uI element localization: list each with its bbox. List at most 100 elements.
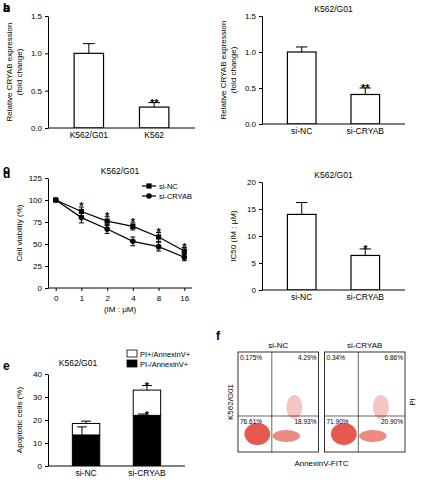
tick-label: 30	[33, 393, 42, 402]
y-axis: 05101520	[247, 178, 262, 295]
bar	[139, 107, 168, 128]
x-axis: 0124816	[48, 288, 192, 303]
legend-label: si-CRYAB	[159, 192, 192, 201]
chart-title: K562/G01	[59, 358, 98, 368]
tick-label: 0	[38, 462, 43, 471]
chart-e: 010203040si-NCsi-CRYABApoptotic cells (%…	[3, 350, 191, 479]
bar-segment	[72, 435, 99, 466]
tick: si-NC	[291, 124, 312, 136]
tick-mark	[184, 288, 185, 291]
annotation: *	[182, 241, 187, 253]
y-axis-title: Cell viability (%)	[15, 204, 24, 261]
event-cloud	[286, 395, 302, 419]
tick-mark	[259, 52, 262, 53]
tick-label: K562	[144, 130, 164, 140]
chart-title: K562/G01	[314, 4, 353, 14]
bar	[287, 52, 316, 124]
tick-label: K562/G01	[70, 130, 109, 140]
tick-label: 20	[247, 178, 256, 187]
y-axis: 0.00.51.01.5	[31, 12, 49, 133]
error-cap	[130, 229, 135, 230]
marker	[79, 215, 85, 221]
tick: 25	[33, 262, 48, 271]
tick-mark	[107, 288, 108, 291]
quadrant-percent: 4.29%	[298, 354, 317, 361]
event-cloud	[244, 423, 270, 445]
error-cap	[182, 253, 187, 254]
axis-line	[48, 288, 192, 289]
quadrant-percent: 76.61%	[240, 418, 262, 425]
error-bar	[79, 212, 84, 223]
y-axis-title: PI	[408, 398, 417, 406]
tick-label: 10	[247, 232, 256, 241]
annotation: *	[105, 210, 110, 222]
tick: 0	[252, 286, 262, 295]
chart-d: 05101520si-NCsi-CRYABIC50 (IM : μM)*K562…	[3, 167, 405, 302]
tick: 20	[33, 416, 48, 425]
annotation: *	[363, 243, 368, 255]
tick: si-NC	[291, 290, 312, 302]
tick-mark	[259, 16, 262, 17]
y-axis-title: Relative CRYAB expression	[5, 23, 14, 122]
axis-line	[262, 124, 405, 125]
marker	[53, 197, 59, 203]
legend-label: PI-/AnnexinV+	[140, 360, 189, 369]
y-axis: 010203040	[33, 370, 48, 471]
bar	[351, 255, 380, 290]
tick: 0.0	[245, 120, 262, 129]
quadrant-percent: 20.90%	[381, 418, 403, 425]
error-bar	[105, 225, 110, 234]
tick-mark	[259, 88, 262, 89]
tick-mark	[45, 222, 48, 223]
bar	[351, 94, 380, 124]
error-cap	[156, 242, 161, 243]
tick-mark	[259, 182, 262, 183]
annotation: **	[150, 97, 159, 109]
y-axis-title: Relative CRYAB expression	[219, 21, 228, 120]
tick: 10	[33, 439, 48, 448]
tick-label: 0.0	[31, 124, 43, 133]
annotation: *	[131, 216, 136, 228]
tick-label: 1.0	[31, 49, 43, 58]
error-bar	[156, 242, 161, 251]
tick-label: si-NC	[291, 292, 312, 302]
event-cloud	[359, 430, 386, 442]
annotation: *	[79, 200, 84, 212]
annotation: *	[156, 226, 161, 238]
legend-swatch	[127, 350, 137, 357]
figure: 0.00.51.01.5 K562/G01 K562 Relative CRYAB e…	[0, 0, 423, 500]
tick-label: 75	[33, 218, 42, 227]
flow-plot: 0.175%4.29%76.61%18.93%	[238, 352, 319, 452]
event-cloud	[373, 395, 389, 419]
tick: 0.5	[245, 84, 262, 93]
error-stem	[301, 47, 302, 52]
tick: K562	[144, 128, 164, 140]
error-cap	[130, 245, 135, 246]
tick-mark	[45, 53, 48, 54]
tick-mark	[45, 397, 48, 398]
x-axis: si-NCsi-CRYAB	[48, 466, 185, 478]
error-stem	[88, 44, 89, 54]
panel-letter: b	[3, 1, 10, 15]
plot-marks	[72, 386, 160, 467]
tick-label: 20	[33, 416, 42, 425]
chart-b: 0.00.51.01.5si-NCsi-CRYABRelative CRYAB …	[3, 1, 405, 136]
plot-marks	[53, 197, 187, 261]
tick-label: 4	[131, 294, 136, 303]
error-cap	[156, 251, 161, 252]
event-cloud	[331, 423, 357, 445]
error-cap	[77, 426, 87, 427]
tick: 1.0	[245, 48, 262, 57]
axis-line	[262, 183, 263, 291]
tick: 0	[38, 462, 48, 471]
legend-swatch	[127, 360, 137, 367]
tick-mark	[159, 288, 160, 291]
tick: si-NC	[75, 466, 96, 478]
axis-line	[48, 466, 185, 467]
tick: 100	[29, 196, 48, 205]
tick: 75	[33, 218, 48, 227]
tick: 5	[252, 259, 262, 268]
axis-line	[262, 290, 405, 291]
y-axis-title: (fold change)	[229, 46, 238, 93]
tick-label: si-NC	[75, 468, 96, 478]
